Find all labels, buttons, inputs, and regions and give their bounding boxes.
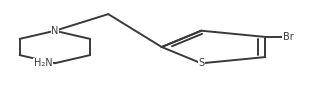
Text: H₂N: H₂N xyxy=(34,58,52,68)
Text: N: N xyxy=(51,26,58,36)
Text: Br: Br xyxy=(283,32,294,42)
Text: S: S xyxy=(198,58,204,68)
